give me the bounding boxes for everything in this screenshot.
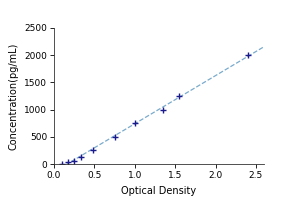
- Y-axis label: Concentration(pg/mL): Concentration(pg/mL): [8, 42, 19, 150]
- X-axis label: Optical Density: Optical Density: [122, 186, 196, 196]
